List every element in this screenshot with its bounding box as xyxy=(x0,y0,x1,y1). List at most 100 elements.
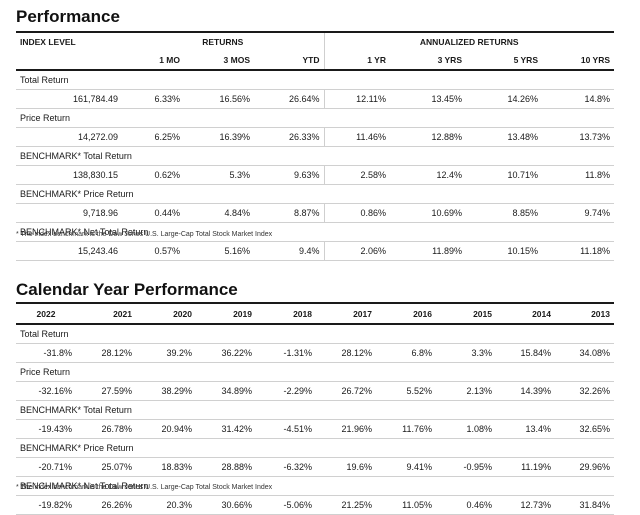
table-cell: 14.39% xyxy=(496,381,555,401)
row-label-text: Total Return xyxy=(16,70,615,90)
column-header: 3 YRS xyxy=(390,50,466,71)
year-header: 2019 xyxy=(196,302,256,325)
year-header: 2021 xyxy=(76,302,136,325)
table-row: -32.16% 27.59% 38.29% 34.89% -2.29% 26.7… xyxy=(16,381,614,401)
table-cell: 2.13% xyxy=(436,381,496,401)
table-cell: -31.8% xyxy=(16,343,76,363)
table-cell: 6.33% xyxy=(122,89,184,109)
table-row: -20.71% 25.07% 18.83% 28.88% -6.32% 19.6… xyxy=(16,457,614,477)
table-cell: 0.62% xyxy=(122,165,184,185)
table-cell: 12.88% xyxy=(390,127,466,147)
table-cell: 26.33% xyxy=(254,127,324,147)
year-header: 2017 xyxy=(316,302,376,325)
table-cell: 11.05% xyxy=(376,495,436,515)
row-label-text: BENCHMARK* Net Total Return xyxy=(16,476,614,496)
column-header: 5 YRS xyxy=(466,50,542,71)
table-cell: 32.65% xyxy=(555,419,614,439)
table-cell: 1.08% xyxy=(436,419,496,439)
row-label: BENCHMARK* Price Return xyxy=(16,438,614,458)
index-level-header: INDEX LEVEL xyxy=(16,31,122,50)
table-cell: 11.89% xyxy=(390,241,466,261)
page: Performance INDEX LEVEL RETURNS ANNUALIZ… xyxy=(16,7,615,515)
calendar-title: Calendar Year Performance xyxy=(16,280,238,299)
table-cell: 26.72% xyxy=(316,381,376,401)
table-cell: 11.8% xyxy=(542,165,615,185)
table-cell: 14.8% xyxy=(542,89,615,109)
table-cell: 25.07% xyxy=(76,457,136,477)
table-cell: 13.48% xyxy=(466,127,542,147)
table-cell: 9.63% xyxy=(254,165,324,185)
table-cell: 11.18% xyxy=(542,241,615,261)
table-cell: 38.29% xyxy=(136,381,196,401)
table-cell: 29.96% xyxy=(555,457,614,477)
row-label: BENCHMARK* Total Return xyxy=(16,146,615,166)
column-header: 1 YR xyxy=(323,50,390,71)
year-header: 2020 xyxy=(136,302,196,325)
table-row: 9,718.96 0.44% 4.84% 8.87% 0.86% 10.69% … xyxy=(16,203,615,223)
table-cell: 15.84% xyxy=(496,343,555,363)
table-cell: 28.12% xyxy=(76,343,136,363)
table-cell: 13.73% xyxy=(542,127,615,147)
table-row: 138,830.15 0.62% 5.3% 9.63% 2.58% 12.4% … xyxy=(16,165,615,185)
column-header: 10 YRS xyxy=(542,50,615,71)
performance-title: Performance xyxy=(16,7,120,26)
year-header: 2016 xyxy=(376,302,436,325)
table-cell: 26.64% xyxy=(254,89,324,109)
table-cell: 39.2% xyxy=(136,343,196,363)
table-cell: 12.73% xyxy=(496,495,555,515)
table-cell: 12.11% xyxy=(323,89,390,109)
table-cell: -5.06% xyxy=(256,495,316,515)
table-cell: 19.6% xyxy=(316,457,376,477)
table-cell: 11.19% xyxy=(496,457,555,477)
table-cell: 28.12% xyxy=(316,343,376,363)
row-label-text: Price Return xyxy=(16,362,614,382)
table-cell: 5.3% xyxy=(184,165,254,185)
row-label: BENCHMARK* Price Return xyxy=(16,184,615,204)
table-row: 14,272.09 6.25% 16.39% 26.33% 11.46% 12.… xyxy=(16,127,615,147)
table-cell: 13.45% xyxy=(390,89,466,109)
row-label: Total Return xyxy=(16,70,615,90)
table-cell: 26.78% xyxy=(76,419,136,439)
table-row: -31.8% 28.12% 39.2% 36.22% -1.31% 28.12%… xyxy=(16,343,614,363)
table-cell: 34.89% xyxy=(196,381,256,401)
returns-header: RETURNS xyxy=(122,31,324,50)
table-cell: 8.87% xyxy=(254,203,324,223)
table-row: -19.82% 26.26% 20.3% 30.66% -5.06% 21.25… xyxy=(16,495,614,515)
table-cell: 9.74% xyxy=(542,203,615,223)
table-cell: 6.8% xyxy=(376,343,436,363)
table-cell: 10.71% xyxy=(466,165,542,185)
index-level-value: 14,272.09 xyxy=(16,127,122,147)
column-header: YTD xyxy=(254,50,324,71)
table-cell: 11.46% xyxy=(323,127,390,147)
table-cell: 30.66% xyxy=(196,495,256,515)
row-label-text: Total Return xyxy=(16,324,614,344)
table-cell: 34.08% xyxy=(555,343,614,363)
table-cell: 28.88% xyxy=(196,457,256,477)
column-header: 3 MOS xyxy=(184,50,254,71)
table-cell: -19.82% xyxy=(16,495,76,515)
table-cell: 16.39% xyxy=(184,127,254,147)
table-cell: 0.44% xyxy=(122,203,184,223)
table-cell: 0.57% xyxy=(122,241,184,261)
table-cell: 5.16% xyxy=(184,241,254,261)
table-cell: 21.25% xyxy=(316,495,376,515)
table-cell: 14.26% xyxy=(466,89,542,109)
table-cell: 27.59% xyxy=(76,381,136,401)
table-cell: -20.71% xyxy=(16,457,76,477)
table-cell: -6.32% xyxy=(256,457,316,477)
table-cell: 18.83% xyxy=(136,457,196,477)
table-cell: 21.96% xyxy=(316,419,376,439)
table-cell: 12.4% xyxy=(390,165,466,185)
table-cell: -1.31% xyxy=(256,343,316,363)
table-cell: 26.26% xyxy=(76,495,136,515)
calendar-footnote: * The index benchmark is the Dow Jones U… xyxy=(16,484,273,491)
performance-column-header: 1 MO 3 MOS YTD 1 YR 3 YRS 5 YRS 10 YRS xyxy=(16,50,615,71)
table-cell: -0.95% xyxy=(436,457,496,477)
table-cell: 16.56% xyxy=(184,89,254,109)
calendar-year-header: 2022 2021 2020 2019 2018 2017 2016 2015 … xyxy=(16,302,614,325)
table-cell: 4.84% xyxy=(184,203,254,223)
table-row: 15,243.46 0.57% 5.16% 9.4% 2.06% 11.89% … xyxy=(16,241,615,261)
index-level-value: 15,243.46 xyxy=(16,241,122,261)
table-cell: 32.26% xyxy=(555,381,614,401)
year-header: 2015 xyxy=(436,302,496,325)
